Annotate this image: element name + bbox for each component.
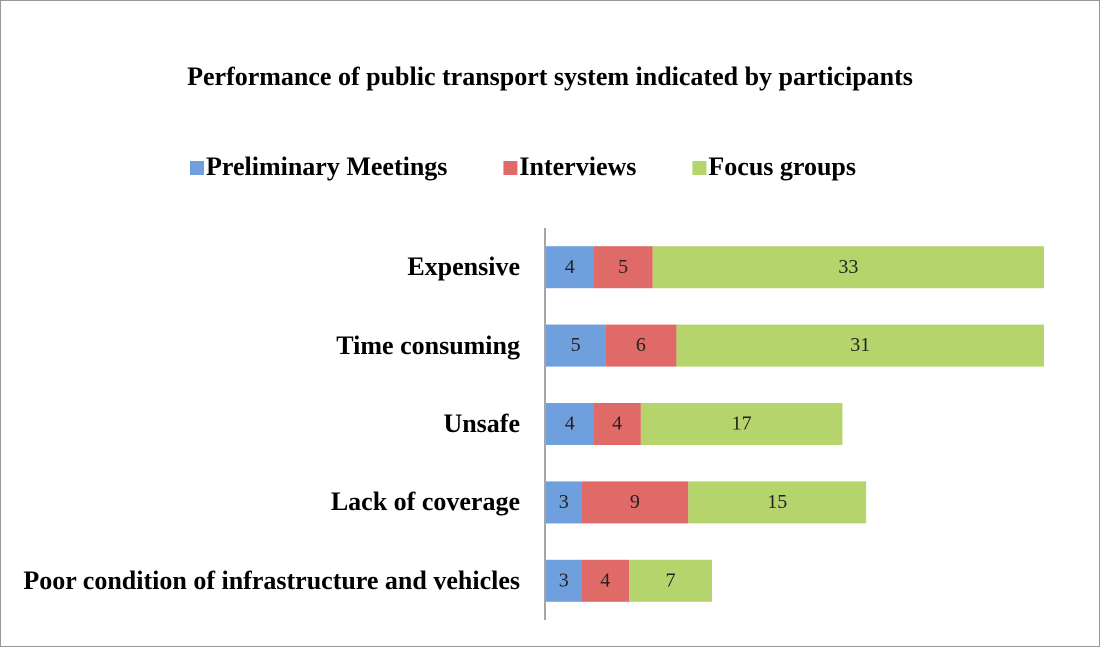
data-label: 9: [630, 491, 640, 513]
bar-segment: [546, 246, 594, 289]
legend-label: Interviews: [519, 152, 636, 181]
legend-swatch: [692, 161, 707, 175]
data-label: 4: [612, 413, 622, 435]
category-label-box: Expensive: [407, 252, 520, 282]
category-label-box: Lack of coverage: [330, 487, 520, 517]
category-label: Time consuming: [336, 330, 520, 360]
category-label-box: Unsafe: [443, 409, 520, 438]
bar-segment: [593, 403, 641, 445]
data-label: 5: [618, 256, 628, 278]
title-box: Performance of public transport system i…: [187, 62, 913, 91]
bar-segment: [581, 559, 629, 602]
bar-segment: [688, 481, 867, 524]
chart-title: Performance of public transport system i…: [187, 62, 913, 91]
bar-segment: [546, 559, 582, 602]
category-label: Expensive: [407, 252, 520, 282]
bar-segment: [546, 481, 582, 524]
category-label: Lack of coverage: [330, 487, 520, 517]
bar-segment: [640, 403, 843, 445]
data-label: 4: [600, 569, 610, 591]
data-label: 33: [838, 256, 858, 278]
legend-swatch: [503, 161, 518, 175]
bar-segment: [593, 246, 653, 289]
bar-segment: [546, 403, 594, 445]
data-label: 6: [636, 334, 646, 356]
legend-label: Focus groups: [708, 152, 856, 181]
bar-segment: [546, 324, 606, 367]
bar-segment: [629, 559, 712, 602]
data-label: 15: [767, 491, 787, 513]
category-label-box: Time consuming: [336, 330, 520, 360]
bar-segment: [605, 324, 677, 367]
data-label: 4: [565, 413, 575, 435]
data-label: 5: [571, 334, 581, 356]
category-label-box: Poor condition of infrastructure and veh…: [23, 565, 520, 595]
legend-swatch: [190, 161, 204, 175]
bar-segment: [652, 246, 1044, 289]
data-label: 3: [559, 569, 569, 591]
data-label: 3: [559, 491, 569, 513]
data-label: 4: [565, 256, 575, 278]
data-label: 7: [666, 569, 676, 591]
data-label: 17: [732, 413, 752, 435]
bar-segment: [581, 481, 689, 524]
legend-label: Preliminary Meetings: [206, 152, 447, 181]
data-label: 31: [850, 334, 870, 356]
category-label: Unsafe: [443, 409, 520, 438]
category-label: Poor condition of infrastructure and veh…: [23, 565, 520, 595]
bar-segment: [676, 324, 1044, 367]
